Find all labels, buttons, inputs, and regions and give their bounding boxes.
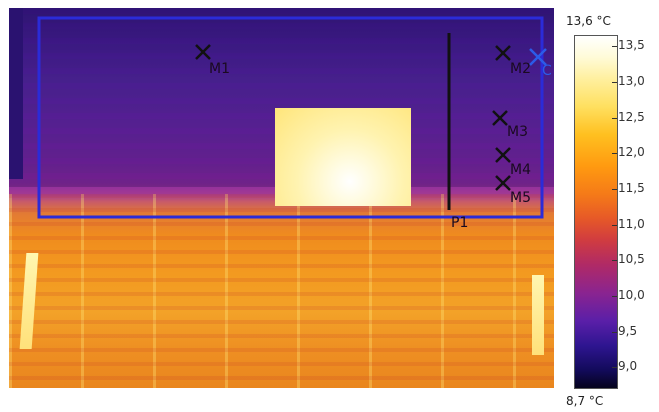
scale-tick-mark bbox=[612, 189, 617, 190]
scale-tick-label: 13,5 bbox=[618, 38, 645, 52]
scale-tick-mark bbox=[612, 82, 617, 83]
scale-min-label: 8,7 °C bbox=[566, 394, 604, 408]
marker-m1[interactable] bbox=[195, 44, 211, 60]
scale-tick-mark bbox=[612, 296, 617, 297]
cursor-c-label: C bbox=[542, 63, 552, 79]
marker-m2[interactable] bbox=[495, 45, 511, 61]
scale-tick-label: 9,0 bbox=[618, 359, 638, 373]
scale-tick-mark bbox=[612, 332, 617, 333]
scale-tick-mark bbox=[612, 225, 617, 226]
marker-m4[interactable] bbox=[495, 147, 511, 163]
hot-strip-right bbox=[532, 275, 544, 355]
marker-m4-label: M4 bbox=[510, 162, 531, 178]
roof-texture-lower-bands bbox=[9, 194, 554, 388]
marker-m2-label: M2 bbox=[510, 61, 531, 77]
scale-tick-label: 9,5 bbox=[618, 324, 638, 338]
scale-tick-label: 13,0 bbox=[618, 74, 645, 88]
scale-tick-mark bbox=[612, 118, 617, 119]
roof-texture-slats bbox=[9, 194, 554, 388]
marker-m5[interactable] bbox=[495, 175, 511, 191]
scale-tick-label: 12,0 bbox=[618, 145, 645, 159]
scale-tick-label: 12,5 bbox=[618, 110, 645, 124]
marker-m3[interactable] bbox=[492, 110, 508, 126]
scale-tick-mark bbox=[612, 153, 617, 154]
left-edge-strip bbox=[9, 8, 23, 179]
hot-area bbox=[275, 108, 411, 206]
profile-p1-label: P1 bbox=[451, 215, 469, 231]
scale-tick-mark bbox=[612, 260, 617, 261]
marker-m5-label: M5 bbox=[510, 190, 531, 206]
color-scale-bar bbox=[574, 35, 618, 389]
roi-rectangle[interactable] bbox=[37, 16, 544, 219]
cursor-c[interactable] bbox=[529, 48, 547, 66]
marker-m3-label: M3 bbox=[507, 124, 528, 140]
scale-tick-label: 10,5 bbox=[618, 252, 645, 266]
scale-tick-mark bbox=[612, 46, 617, 47]
thermal-image[interactable] bbox=[9, 8, 554, 388]
scale-max-label: 13,6 °C bbox=[566, 14, 611, 28]
scale-tick-label: 11,0 bbox=[618, 217, 645, 231]
scale-tick-label: 11,5 bbox=[618, 181, 645, 195]
scale-tick-label: 10,0 bbox=[618, 288, 645, 302]
scale-tick-mark bbox=[612, 367, 617, 368]
marker-m1-label: M1 bbox=[209, 61, 230, 77]
